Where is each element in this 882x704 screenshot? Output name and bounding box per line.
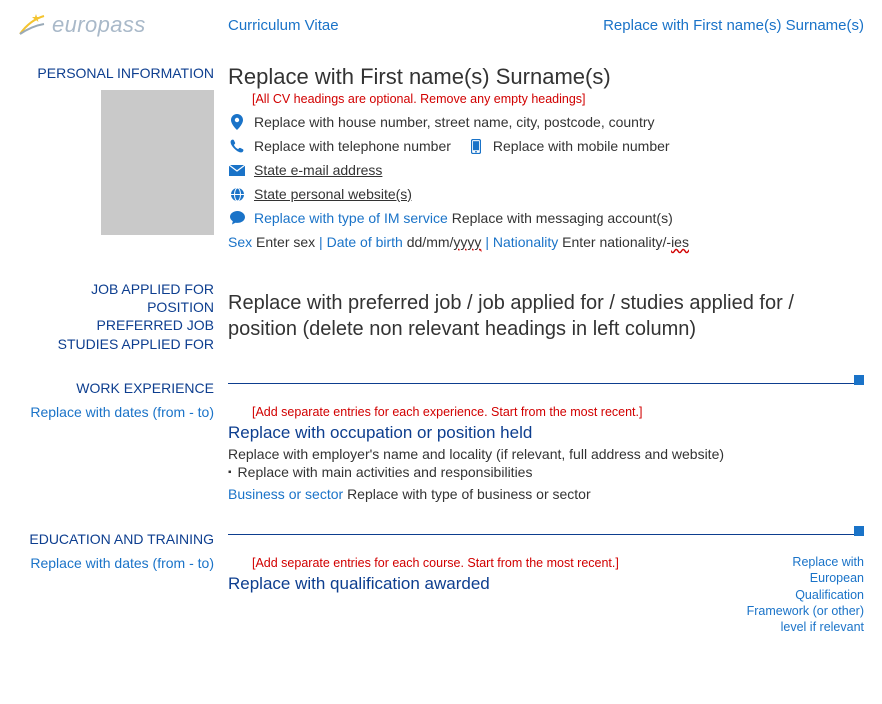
sex-label: Sex: [228, 234, 252, 250]
personal-instruction: [All CV headings are optional. Remove an…: [252, 92, 864, 106]
personal-section: PERSONAL INFORMATION Replace with First …: [18, 64, 864, 250]
nat-prefix: Enter nationality/-: [562, 234, 671, 250]
edu-qualification: Replace with qualification awarded: [228, 574, 734, 594]
edu-instruction: [Add separate entries for each course. S…: [252, 556, 734, 570]
work-employer: Replace with employer's name and localit…: [228, 446, 864, 462]
work-position: Replace with occupation or position held: [228, 423, 864, 443]
mobile-text: Replace with mobile number: [493, 138, 670, 154]
work-dates: Replace with dates (from - to): [18, 403, 214, 421]
work-business-value: Replace with type of business or sector: [347, 486, 591, 502]
section-heading-job-4: STUDIES APPLIED FOR: [18, 335, 214, 353]
edu-eqf: Replace with European Qualification Fram…: [744, 554, 864, 635]
doc-header: europass Curriculum Vitae Replace with F…: [18, 12, 864, 38]
im-line: Replace with type of IM service Replace …: [228, 210, 864, 226]
section-separator: [228, 379, 864, 389]
phone-icon: [228, 139, 246, 153]
section-heading-job-2: POSITION: [18, 298, 214, 316]
job-text: Replace with preferred job / job applied…: [228, 290, 864, 342]
work-business-line: Business or sector Replace with type of …: [228, 486, 864, 502]
header-name: Replace with First name(s) Surname(s): [488, 17, 864, 34]
dob-prefix: dd/mm/: [407, 234, 454, 250]
demographics-line: Sex Enter sex | Date of birth dd/mm/yyyy…: [228, 234, 864, 250]
edu-dates: Replace with dates (from - to): [18, 554, 214, 572]
globe-icon: [228, 187, 246, 202]
work-entry: Replace with dates (from - to) [Add sepa…: [18, 403, 864, 504]
logo-text: europass: [52, 12, 146, 38]
photo-placeholder: [101, 90, 214, 235]
mobile-icon: [467, 139, 485, 154]
star-swoosh-icon: [18, 12, 48, 38]
email-line: State e-mail address: [228, 162, 864, 178]
section-heading-edu: EDUCATION AND TRAINING: [18, 530, 214, 548]
email-text: State e-mail address: [254, 162, 382, 178]
edu-heading-row: EDUCATION AND TRAINING: [18, 530, 864, 548]
nat-wavy: ies: [671, 234, 689, 250]
phone-line: Replace with telephone number Replace wi…: [228, 138, 864, 154]
work-heading-row: WORK EXPERIENCE: [18, 379, 864, 397]
section-heading-job-1: JOB APPLIED FOR: [18, 280, 214, 298]
section-heading-work: WORK EXPERIENCE: [18, 379, 214, 397]
website-line: State personal website(s): [228, 186, 864, 202]
website-text: State personal website(s): [254, 186, 412, 202]
job-section: JOB APPLIED FOR POSITION PREFERRED JOB S…: [18, 280, 864, 353]
section-heading-job-3: PREFERRED JOB: [18, 316, 214, 334]
edu-entry: Replace with dates (from - to) [Add sepa…: [18, 554, 864, 635]
mail-icon: [228, 165, 246, 176]
work-activities: Replace with main activities and respons…: [228, 464, 864, 480]
telephone-text: Replace with telephone number: [254, 138, 451, 154]
address-text: Replace with house number, street name, …: [254, 114, 655, 130]
europass-logo: europass: [18, 12, 228, 38]
im-account-text: Replace with messaging account(s): [452, 210, 673, 226]
name-heading: Replace with First name(s) Surname(s): [228, 64, 864, 90]
chat-icon: [228, 211, 246, 225]
header-doc-type: Curriculum Vitae: [228, 17, 488, 34]
sex-value: Enter sex: [256, 234, 315, 250]
section-heading-personal: PERSONAL INFORMATION: [18, 64, 214, 82]
map-pin-icon: [228, 114, 246, 130]
address-line: Replace with house number, street name, …: [228, 114, 864, 130]
im-type-text: Replace with type of IM service: [254, 210, 448, 226]
work-business-label: Business or sector: [228, 486, 343, 502]
section-separator-edu: [228, 530, 864, 540]
nat-label: Nationality: [493, 234, 558, 250]
dob-wavy: yyyy: [453, 234, 481, 250]
work-instruction: [Add separate entries for each experienc…: [252, 405, 864, 419]
dob-label: Date of birth: [327, 234, 403, 250]
